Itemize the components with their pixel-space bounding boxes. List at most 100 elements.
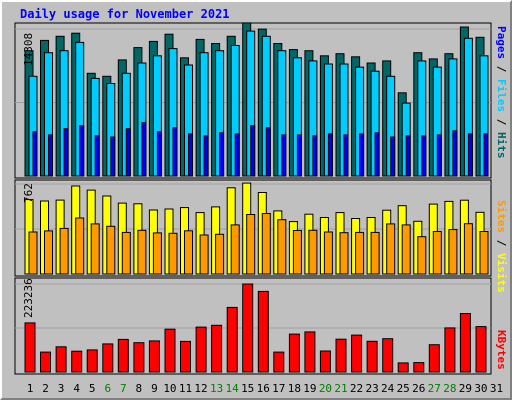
day-label-28: 28 [443,382,457,395]
day-label-15: 15 [241,382,255,395]
middle-bar-sites-28 [448,229,458,275]
top-bar-pages-20 [327,133,333,177]
day-label-26: 26 [412,382,426,395]
middle-bar-sites-6 [106,225,116,275]
day-label-8: 8 [135,382,143,395]
top-bar-pages-13 [219,132,225,177]
top-bar-pages-12 [203,135,209,177]
bottom-bar-kbytes-2 [40,351,51,373]
day-label-22: 22 [349,382,364,395]
top-max-label: 14308 [22,32,35,66]
top-bar-pages-28 [452,130,458,177]
day-label-16: 16 [256,382,270,395]
middle-bar-sites-19 [308,229,318,275]
day-label-11: 11 [178,382,193,395]
middle-max-label: 762 [22,183,35,203]
top-bar-pages-9 [156,131,162,177]
top-bar-pages-1 [32,131,38,177]
day-label-10: 10 [163,382,177,395]
day-label-27: 27 [427,382,441,395]
top-bar-pages-14 [234,133,240,177]
middle-bar-sites-10 [168,232,178,275]
top-bar-pages-11 [188,133,193,177]
top-legend-part-1: / [495,59,508,79]
top-bar-pages-15 [250,125,256,177]
middle-bar-sites-14 [230,224,240,275]
day-label-24: 24 [381,382,395,395]
bottom-legend-label: KBytes [495,330,508,370]
day-label-23: 23 [365,382,379,395]
bottom-bar-kbytes-1 [24,322,36,373]
bottom-bar-kbytes-6 [102,343,114,373]
middle-bar-sites-15 [246,214,256,275]
top-legend-part-4: Hits [495,132,508,159]
middle-bar-sites-2 [44,230,53,275]
top-bar-pages-22 [359,133,365,177]
bottom-bar-kbytes-12 [195,326,207,373]
bottom-bar-kbytes-7 [117,338,129,373]
middle-bar-sites-24 [386,223,396,275]
middle-bar-sites-17 [277,219,287,275]
bottom-bar-kbytes-11 [180,340,191,373]
bottom-bar-kbytes-18 [288,333,300,373]
day-label-13: 13 [209,382,224,395]
middle-legend-label: Sites / Visits [495,200,508,293]
bottom-legend-part-0: KBytes [495,330,508,370]
top-bar-pages-18 [296,134,302,177]
day-label-17: 17 [272,382,286,395]
day-label-14: 14 [225,382,239,395]
bottom-bar-kbytes-25 [397,362,409,373]
day-label-30: 30 [474,382,488,395]
middle-bar-sites-3 [59,227,69,275]
day-label-1: 1 [26,382,34,395]
bottom-bar-kbytes-15 [242,283,254,373]
top-bar-pages-6 [110,136,116,177]
middle-legend-part-2: Visits [495,253,508,293]
bottom-bar-kbytes-26 [413,362,425,373]
day-label-20: 20 [318,382,333,395]
day-label-2: 2 [42,382,49,395]
middle-bar-sites-25 [401,224,411,275]
middle-bar-sites-21 [339,232,349,275]
day-label-7: 7 [119,382,127,395]
bottom-bar-kbytes-22 [351,334,363,373]
middle-bar-sites-4 [75,217,85,275]
top-bar-pages-29 [467,133,473,177]
middle-bar-sites-8 [137,229,147,275]
bottom-bar-kbytes-10 [164,328,176,373]
bottom-bar-kbytes-5 [86,349,98,373]
top-legend-part-2: Files [495,79,508,113]
day-label-4: 4 [73,382,80,395]
middle-bar-sites-12 [199,234,209,275]
middle-bar-sites-18 [292,230,302,275]
middle-bar-sites-26 [417,236,427,275]
top-legend-part-3: / [495,112,508,132]
middle-bar-sites-23 [370,231,380,275]
middle-bar-sites-30 [479,231,489,275]
top-bar-pages-3 [63,128,69,177]
middle-bar-sites-29 [463,223,473,275]
top-bar-pages-30 [483,133,489,177]
bottom-bar-kbytes-9 [148,340,160,373]
top-bar-pages-2 [48,134,53,177]
top-bar-pages-10 [172,127,178,177]
top-bar-pages-7 [125,128,131,177]
middle-legend-part-1: / [495,233,508,253]
middle-bar-sites-11 [184,230,193,275]
middle-bar-sites-13 [215,233,225,275]
chart-title: Daily usage for November 2021 [20,7,230,21]
top-bar-pages-5 [94,135,100,177]
bottom-bar-kbytes-14 [226,306,238,373]
top-bar-pages-8 [141,122,147,177]
day-label-12: 12 [194,382,208,395]
top-bar-pages-27 [436,134,442,177]
bottom-bar-kbytes-29 [459,313,471,373]
middle-bar-sites-27 [432,231,442,275]
bottom-max-label: 223236 [22,278,35,318]
bottom-bar-kbytes-24 [382,338,394,373]
day-label-21: 21 [334,382,348,395]
middle-bar-sites-5 [90,223,100,275]
day-label-5: 5 [88,382,96,395]
middle-bar-sites-22 [355,231,365,275]
